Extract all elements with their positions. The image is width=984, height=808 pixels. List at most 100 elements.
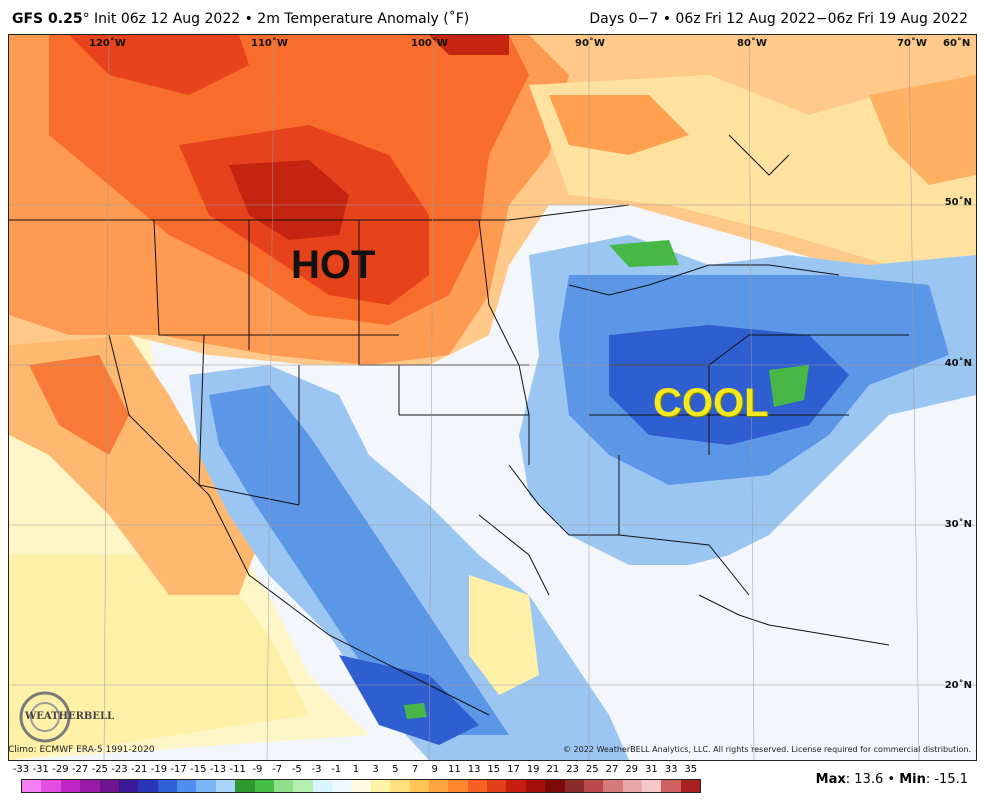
legend-tick: 3 [372, 764, 379, 775]
max-label: Max [815, 772, 846, 787]
legend-tick: 9 [431, 764, 438, 775]
lon-label: 80˚W [737, 38, 767, 49]
legend-tick: 11 [448, 764, 461, 775]
legend-tick: -33 [12, 764, 30, 775]
legend-swatch [80, 780, 100, 792]
lat-label: 60˚N [943, 38, 971, 49]
legend-swatch [99, 780, 119, 792]
legend-swatch [370, 780, 391, 792]
max-min-readout: Max: 13.6 • Min: -15.1 [815, 772, 968, 787]
model-name: GFS 0.25 [12, 11, 83, 27]
legend-swatch [273, 780, 294, 792]
legend-tick: 25 [585, 764, 599, 775]
lon-label: 100˚W [411, 38, 448, 49]
min-label: Min [899, 772, 926, 787]
lat-label: 50˚N [944, 197, 972, 208]
legend-tick: -13 [209, 764, 227, 775]
legend-swatch [332, 780, 352, 792]
legend-swatch [235, 780, 255, 792]
legend-tick: 35 [684, 764, 698, 775]
copyright-note: © 2022 WeatherBELL Analytics, LLC. All r… [563, 745, 971, 754]
legend-tick: 7 [411, 764, 419, 775]
legend-swatch [351, 780, 371, 792]
lon-label: 110˚W [251, 38, 288, 49]
legend-swatch [680, 780, 701, 792]
max-value: 13.6 [854, 772, 884, 787]
legend-swatch [642, 780, 662, 792]
anomaly-map: 120˚W 110˚W 100˚W 90˚W 80˚W 70˚W 60˚N 50… [8, 34, 977, 761]
legend-swatch [428, 780, 449, 792]
legend-swatch [506, 780, 526, 792]
header-bar: GFS 0.25° Init 06z 12 Aug 2022 • 2m Temp… [0, 0, 984, 34]
legend-swatch [603, 780, 623, 792]
legend-colorbar [21, 779, 701, 793]
lon-label: 70˚W [897, 38, 927, 49]
lon-label: 90˚W [575, 38, 605, 49]
legend-tick: 27 [605, 764, 619, 775]
legend-swatch [467, 780, 487, 792]
legend-tick: 15 [487, 764, 501, 775]
valid-period: Days 0−7 • 06z Fri 12 Aug 2022−06z Fri 1… [589, 11, 968, 27]
lat-label: 40˚N [944, 358, 972, 369]
legend-tick: -25 [91, 764, 108, 775]
legend-swatch [545, 780, 565, 792]
legend-tick: -27 [71, 764, 89, 775]
legend-swatch [564, 780, 584, 792]
legend-tick: 31 [645, 764, 658, 775]
legend-tick: -1 [331, 764, 342, 775]
legend-swatch [196, 780, 216, 792]
legend-swatch [293, 780, 313, 792]
legend-swatch [448, 780, 468, 792]
legend-swatch [215, 780, 236, 792]
weatherbell-logo: WEATHERBELL [25, 711, 115, 722]
title-detail: ° Init 06z 12 Aug 2022 • 2m Temperature … [82, 11, 470, 27]
legend-tick: 1 [352, 764, 360, 775]
legend-swatch [138, 780, 158, 792]
legend-tick: -31 [32, 764, 49, 775]
legend-tick: -23 [111, 764, 128, 775]
legend-tick: -21 [131, 764, 148, 775]
hot-annotation: HOT [291, 243, 376, 287]
legend-swatch [41, 780, 61, 792]
legend-tick-labels: -33 -31 -29 -27 -25 -23 -21 -19 -17 -15 -13 -11 -9 -7… [10, 764, 710, 778]
legend-swatch [60, 780, 81, 792]
legend-swatch [390, 780, 410, 792]
lon-label: 120˚W [89, 38, 126, 49]
legend-swatch [312, 780, 332, 792]
legend-tick: 33 [664, 764, 678, 775]
legend-tick: 23 [566, 764, 579, 775]
legend-tick: -17 [170, 764, 187, 775]
legend-swatch [157, 780, 177, 792]
legend-tick: 13 [467, 764, 481, 775]
legend-tick: -15 [190, 764, 207, 775]
cool-annotation: COOL [653, 381, 769, 425]
min-value: -15.1 [934, 772, 968, 787]
legend-swatch [254, 780, 274, 792]
legend-swatch [409, 780, 429, 792]
legend-tick: -29 [52, 764, 69, 775]
legend-swatch [622, 780, 642, 792]
legend-swatch [118, 780, 139, 792]
legend-swatch [661, 780, 681, 792]
legend-tick: 5 [392, 764, 399, 775]
legend-tick: 21 [546, 764, 560, 775]
map-shading [9, 35, 976, 760]
legend-swatch [487, 780, 507, 792]
legend-swatch [22, 780, 42, 792]
legend-swatch [177, 780, 197, 792]
legend-tick: -11 [229, 764, 246, 775]
legend-swatch [525, 780, 546, 792]
legend-tick: -19 [150, 764, 168, 775]
legend-tick: -9 [252, 764, 263, 775]
legend-tick: 29 [625, 764, 639, 775]
legend-tick: -3 [311, 764, 322, 775]
map-title: GFS 0.25° Init 06z 12 Aug 2022 • 2m Temp… [12, 11, 469, 27]
climo-note: Climo: ECMWF ERA-5 1991-2020 [8, 745, 155, 755]
legend-tick: -7 [272, 764, 283, 775]
legend-tick: 19 [526, 764, 540, 775]
legend-swatch [583, 780, 604, 792]
lat-label: 30˚N [944, 519, 972, 530]
legend-tick: 17 [507, 764, 520, 775]
legend-tick: -5 [291, 764, 302, 775]
lat-label: 20˚N [944, 680, 972, 691]
